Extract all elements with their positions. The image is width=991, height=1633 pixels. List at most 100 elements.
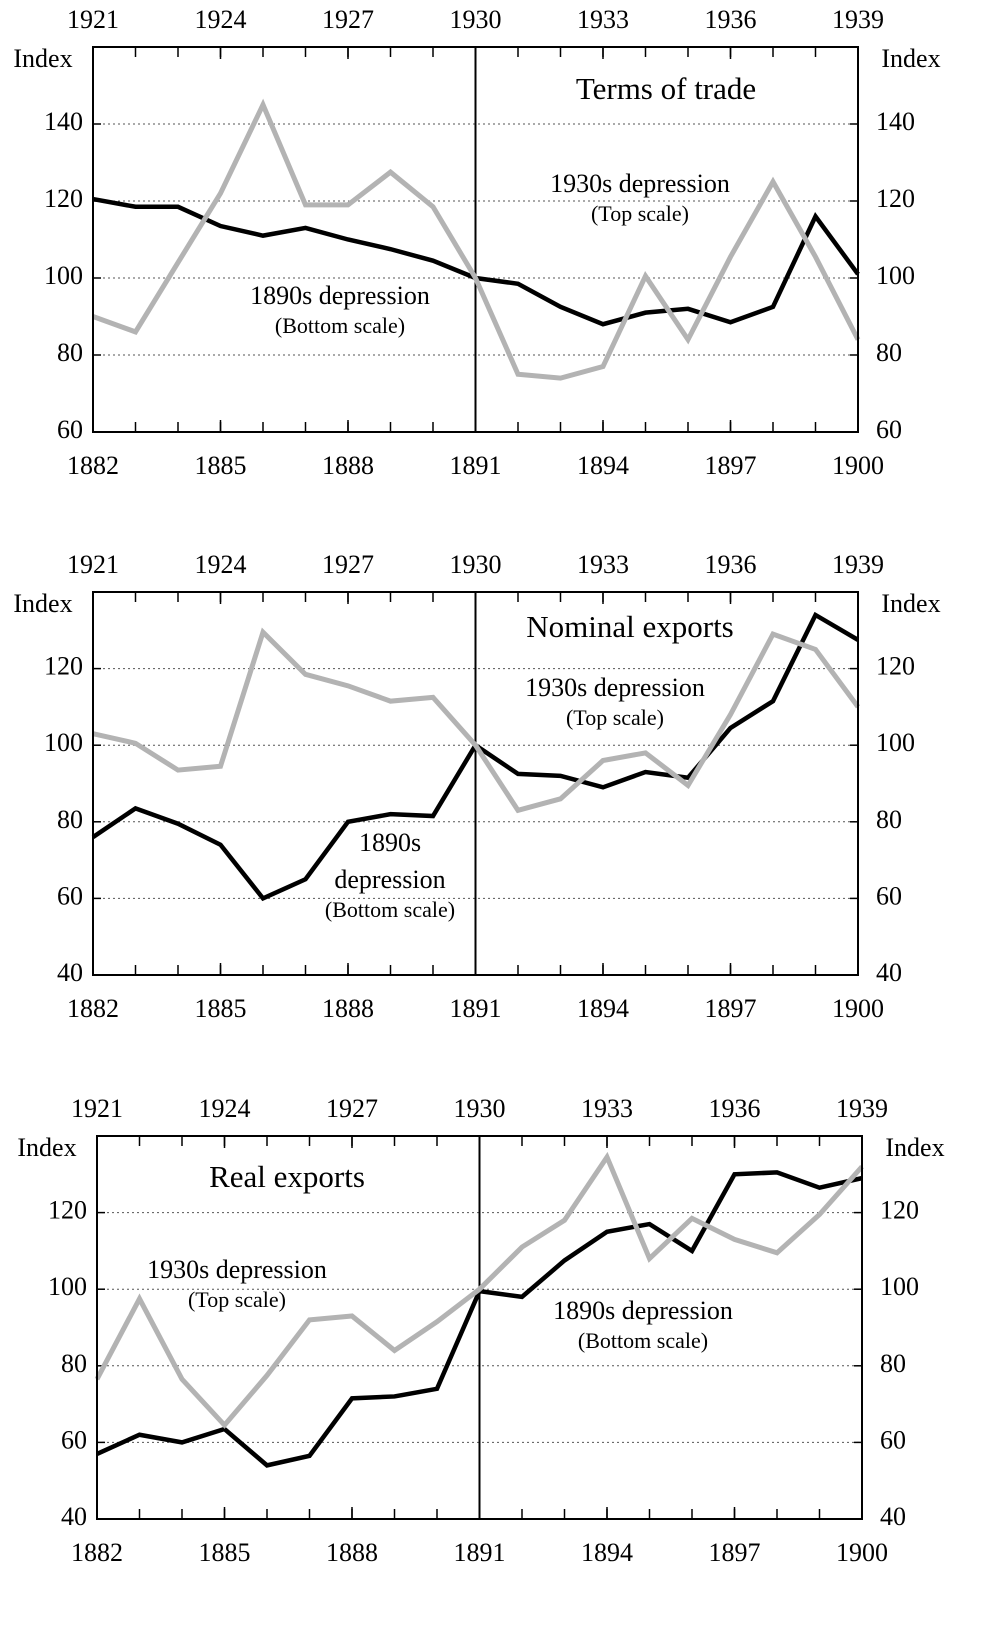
series-label: 1930s depression (525, 673, 705, 702)
x2-tick-label: 1927 (322, 550, 374, 579)
x2-tick-label: 1924 (195, 5, 247, 34)
y2-tick-label: 120 (876, 184, 915, 213)
x-tick-label: 1888 (326, 1538, 378, 1567)
y2-tick-label: 40 (880, 1502, 906, 1531)
x2-tick-label: 1933 (577, 5, 629, 34)
x-tick-label: 1894 (581, 1538, 633, 1567)
y-tick-label: 100 (48, 1272, 87, 1301)
y-tick-label: 120 (44, 184, 83, 213)
x2-tick-label: 1933 (577, 550, 629, 579)
x2-tick-label: 1927 (322, 5, 374, 34)
x-tick-label: 1897 (705, 451, 757, 480)
plot-frame (92, 46, 859, 433)
x-tick-label: 1891 (450, 994, 502, 1023)
y-tick-label: 60 (57, 415, 83, 444)
plot-frame (92, 591, 859, 976)
x2-tick-label: 1933 (581, 1094, 633, 1123)
x2-tick-label: 1939 (832, 5, 884, 34)
x2-tick-label: 1939 (836, 1094, 888, 1123)
x2-tick-label: 1924 (199, 1094, 251, 1123)
scale-note: (Bottom scale) (325, 897, 455, 922)
y-axis-label: Index (13, 44, 72, 73)
y-tick-label: 100 (44, 728, 83, 757)
y2-tick-label: 60 (876, 881, 902, 910)
y2-tick-label: 60 (876, 415, 902, 444)
series-label: depression (334, 865, 445, 894)
panel-title: Nominal exports (526, 609, 734, 644)
x-tick-label: 1897 (709, 1538, 761, 1567)
y2-tick-label: 80 (880, 1349, 906, 1378)
x-tick-label: 1882 (71, 1538, 123, 1567)
x2-tick-label: 1930 (450, 5, 502, 34)
y-axis-label: Index (13, 589, 72, 618)
x2-tick-label: 1924 (195, 550, 247, 579)
x-tick-label: 1891 (454, 1538, 506, 1567)
y2-axis-label: Index (881, 44, 940, 73)
y2-tick-label: 100 (880, 1272, 919, 1301)
x-tick-label: 1894 (577, 451, 629, 480)
y2-tick-label: 80 (876, 805, 902, 834)
y-tick-label: 140 (44, 107, 83, 136)
series-label: 1890s (359, 828, 421, 857)
y-tick-label: 100 (44, 261, 83, 290)
x-tick-label: 1888 (322, 994, 374, 1023)
series-label: 1930s depression (147, 1255, 327, 1284)
y2-tick-label: 100 (876, 261, 915, 290)
x-tick-label: 1885 (195, 994, 247, 1023)
x2-tick-label: 1930 (454, 1094, 506, 1123)
x-tick-label: 1888 (322, 451, 374, 480)
y-tick-label: 40 (61, 1502, 87, 1531)
x-tick-label: 1885 (195, 451, 247, 480)
y2-tick-label: 140 (876, 107, 915, 136)
x-tick-label: 1885 (199, 1538, 251, 1567)
x-tick-label: 1894 (577, 994, 629, 1023)
y-tick-label: 80 (57, 338, 83, 367)
series-line (92, 98, 861, 381)
y-tick-label: 80 (61, 1349, 87, 1378)
scale-note: (Top scale) (188, 1287, 286, 1312)
scale-note: (Bottom scale) (578, 1328, 708, 1353)
y2-tick-label: 80 (876, 338, 902, 367)
y2-axis-label: Index (885, 1133, 944, 1162)
x2-tick-label: 1939 (832, 550, 884, 579)
y-tick-label: 120 (44, 652, 83, 681)
y2-axis-label: Index (881, 589, 940, 618)
y2-tick-label: 100 (876, 728, 915, 757)
x2-tick-label: 1936 (709, 1094, 761, 1123)
y-tick-label: 60 (61, 1425, 87, 1454)
x-tick-label: 1891 (450, 451, 502, 480)
y-tick-label: 80 (57, 805, 83, 834)
x2-tick-label: 1936 (705, 5, 757, 34)
x2-tick-label: 1930 (450, 550, 502, 579)
x2-tick-label: 1927 (326, 1094, 378, 1123)
x2-tick-label: 1921 (67, 5, 119, 34)
y2-tick-label: 120 (880, 1196, 919, 1225)
x-tick-label: 1900 (832, 994, 884, 1023)
scale-note: (Top scale) (566, 705, 664, 730)
panel-title: Terms of trade (576, 71, 756, 106)
y-tick-label: 120 (48, 1196, 87, 1225)
series-label: 1930s depression (550, 169, 730, 198)
x-tick-label: 1897 (705, 994, 757, 1023)
series-line (92, 627, 861, 814)
series-label: 1890s depression (250, 281, 430, 310)
x2-tick-label: 1921 (71, 1094, 123, 1123)
y-axis-label: Index (17, 1133, 76, 1162)
x-tick-label: 1882 (67, 994, 119, 1023)
x2-tick-label: 1921 (67, 550, 119, 579)
y-tick-label: 40 (57, 958, 83, 987)
series-label: 1890s depression (553, 1296, 733, 1325)
y2-tick-label: 40 (876, 958, 902, 987)
x2-tick-label: 1936 (705, 550, 757, 579)
y2-tick-label: 120 (876, 652, 915, 681)
y2-tick-label: 60 (880, 1425, 906, 1454)
series-line (94, 1151, 864, 1429)
x-tick-label: 1900 (836, 1538, 888, 1567)
scale-note: (Top scale) (591, 201, 689, 226)
y-tick-label: 60 (57, 881, 83, 910)
scale-note: (Bottom scale) (275, 313, 405, 338)
x-tick-label: 1882 (67, 451, 119, 480)
panel-title: Real exports (209, 1159, 365, 1194)
